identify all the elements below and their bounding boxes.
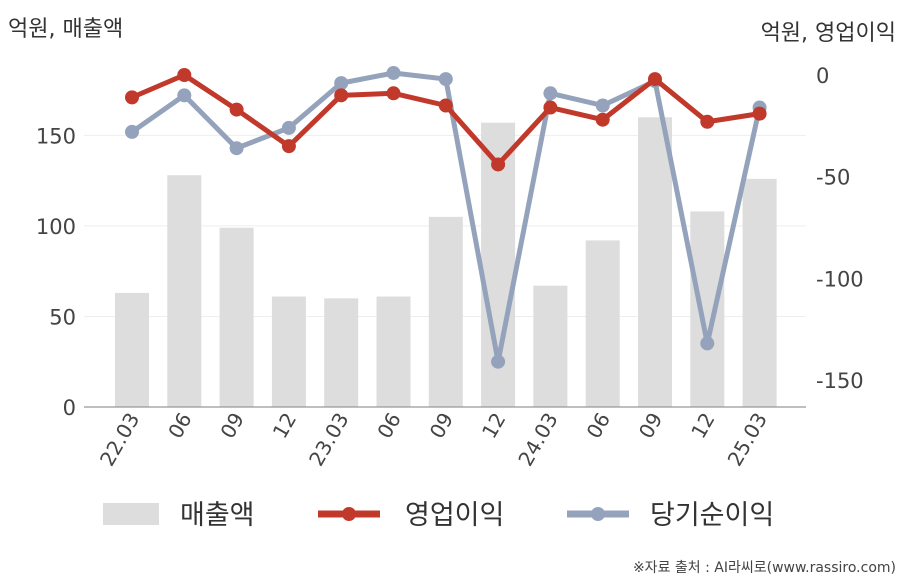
point-series-1-4 (334, 88, 349, 103)
x-tick-3: 12 (268, 409, 302, 443)
x-tick-2: 09 (215, 409, 249, 443)
point-series-1-12 (752, 106, 767, 121)
bar-09 (219, 227, 254, 407)
bar-09 (428, 216, 463, 407)
point-series-1-0 (125, 90, 139, 105)
x-axis-ticks: 22.03 06 09 12 23.03 06 09 12 24.03 06 09 12 25.03 (95, 408, 772, 470)
bar-06 (167, 175, 202, 407)
legend-swatch-revenue (103, 503, 159, 525)
point-series-1-5 (386, 86, 401, 101)
point-series-1-9 (595, 112, 610, 127)
left-axis-label: 억원, 매출액 (8, 17, 123, 42)
bar-24.03 (533, 285, 568, 407)
left-tick-0: 0 (63, 396, 76, 420)
bar-06 (585, 240, 620, 407)
point-series-2-6 (438, 72, 453, 87)
left-tick-50: 50 (49, 305, 76, 329)
point-series-1-10 (648, 72, 662, 87)
point-series-2-3 (281, 120, 296, 135)
point-series-2-5 (386, 65, 401, 80)
x-tick-0: 22.03 (95, 409, 144, 471)
bar-06 (376, 296, 411, 407)
x-tick-1: 06 (163, 409, 197, 443)
point-series-1-6 (438, 98, 453, 113)
point-series-2-4 (334, 76, 349, 91)
point-series-1-8 (543, 100, 558, 115)
left-tick-100: 100 (36, 215, 76, 239)
point-series-2-11 (700, 336, 715, 351)
left-tick-150: 150 (36, 124, 76, 148)
profit-lines (125, 65, 767, 369)
right-tick--50: -50 (816, 166, 850, 190)
revenue-bars (115, 117, 777, 408)
bar-25.03 (742, 178, 777, 407)
bar-23.03 (324, 298, 359, 407)
point-series-2-7 (491, 354, 506, 369)
right-tick-0: 0 (816, 64, 829, 88)
point-series-2-2 (229, 141, 244, 156)
legend: 매출액 영업이익 당기순이익 (103, 500, 774, 531)
bar-22.03 (115, 292, 149, 407)
x-tick-8: 24.03 (513, 409, 562, 471)
right-tick--100: -100 (816, 267, 864, 291)
x-tick-10: 09 (634, 409, 668, 443)
bar-12 (271, 296, 306, 407)
legend-label-net-income: 당기순이익 (650, 500, 774, 531)
legend-label-operating-profit: 영업이익 (405, 500, 504, 531)
point-series-2-1 (177, 88, 192, 103)
bar-12 (690, 211, 725, 407)
x-tick-9: 06 (582, 409, 616, 443)
right-axis-label: 억원, 영업이익 (761, 21, 896, 46)
right-tick--150: -150 (816, 369, 864, 393)
x-tick-7: 12 (477, 408, 511, 442)
right-axis-ticks: 0 -50 -100 -150 (816, 64, 864, 393)
point-series-2-0 (125, 124, 139, 139)
point-series-1-7 (491, 157, 506, 172)
legend-marker-operating-profit (342, 507, 356, 521)
legend-marker-net-income (591, 507, 605, 521)
x-tick-12: 25.03 (723, 409, 772, 471)
point-series-1-1 (177, 68, 192, 82)
point-series-1-11 (700, 114, 715, 129)
x-tick-11: 12 (686, 409, 720, 443)
point-series-1-2 (229, 102, 244, 117)
x-tick-4: 23.03 (304, 409, 353, 471)
point-series-2-8 (543, 86, 558, 101)
legend-label-revenue: 매출액 (180, 500, 255, 531)
x-tick-5: 06 (372, 409, 406, 443)
bar-09 (638, 117, 672, 408)
x-tick-6: 09 (425, 409, 459, 443)
left-axis-ticks: 0 50 100 150 (36, 124, 76, 420)
source-note: ※자료 출처 : AI라씨로(www.rassiro.com) (633, 560, 896, 576)
point-series-1-3 (281, 139, 296, 154)
point-series-2-9 (595, 98, 610, 113)
